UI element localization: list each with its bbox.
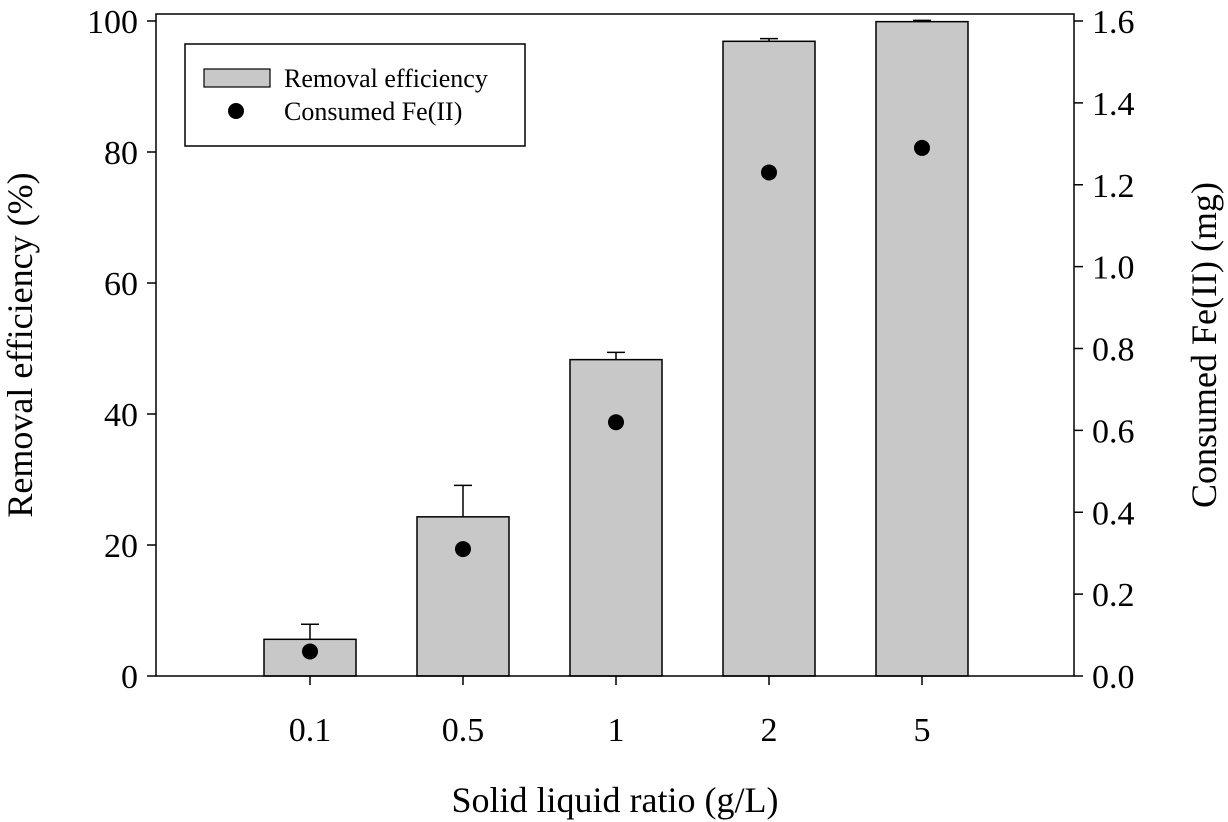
right-tick-label: 0.8 (1092, 332, 1135, 369)
right-tick-label: 0.6 (1092, 413, 1135, 450)
legend-label-removal-efficiency: Removal efficiency (284, 64, 488, 93)
left-tick-label: 80 (104, 135, 138, 172)
point-consumed-fe (914, 139, 930, 156)
right-tick-label: 1.2 (1092, 168, 1135, 205)
bar-removal-efficiency (875, 20, 969, 677)
left-tick-label: 0 (121, 659, 138, 696)
error-bars (301, 19, 931, 640)
legend-swatch-bar (203, 68, 271, 88)
left-axis-ticks: 0 20 40 60 80 100 (87, 4, 156, 696)
point-consumed-fe (302, 643, 318, 660)
legend-swatch-marker (228, 103, 244, 119)
left-tick-label: 100 (87, 4, 138, 41)
y2-axis-title: Consumed Fe(II) (mg) (1184, 182, 1224, 508)
scatter-series (302, 139, 930, 660)
right-tick-label: 0.2 (1092, 577, 1135, 614)
right-tick-label: 0.4 (1092, 495, 1135, 532)
x-tick-label: 2 (761, 712, 778, 749)
left-tick-label: 60 (104, 266, 138, 303)
right-tick-label: 1.6 (1092, 4, 1135, 41)
bar-removal-efficiency (416, 516, 510, 677)
x-tick-label: 5 (914, 712, 931, 749)
legend: Removal efficiency Consumed Fe(II) (184, 43, 526, 147)
legend-label-consumed-fe: Consumed Fe(II) (284, 97, 462, 126)
plot-frame (155, 13, 1075, 677)
right-axis-ticks: 0.0 0.2 0.4 0.6 0.8 1.0 1.2 1.4 1.6 (1074, 4, 1135, 696)
bar-removal-efficiency (722, 40, 816, 677)
left-tick-label: 40 (104, 397, 138, 434)
point-consumed-fe (455, 541, 471, 558)
right-tick-label: 0.0 (1092, 659, 1135, 696)
point-consumed-fe (761, 164, 777, 181)
x-tick-label: 1 (608, 712, 625, 749)
legend-box (184, 43, 526, 147)
right-tick-label: 1.0 (1092, 250, 1135, 287)
left-tick-label: 20 (104, 528, 138, 565)
point-consumed-fe (608, 414, 624, 431)
x-axis-title: Solid liquid ratio (g/L) (452, 780, 779, 820)
x-axis-ticks: 0.1 0.5 1 2 5 (289, 676, 931, 749)
x-tick-label: 0.5 (442, 712, 485, 749)
bar-series (263, 20, 969, 677)
y-axis-title: Removal efficiency (%) (0, 172, 40, 517)
x-tick-label: 0.1 (289, 712, 332, 749)
bar-removal-efficiency (569, 358, 663, 677)
right-tick-label: 1.4 (1092, 86, 1135, 123)
